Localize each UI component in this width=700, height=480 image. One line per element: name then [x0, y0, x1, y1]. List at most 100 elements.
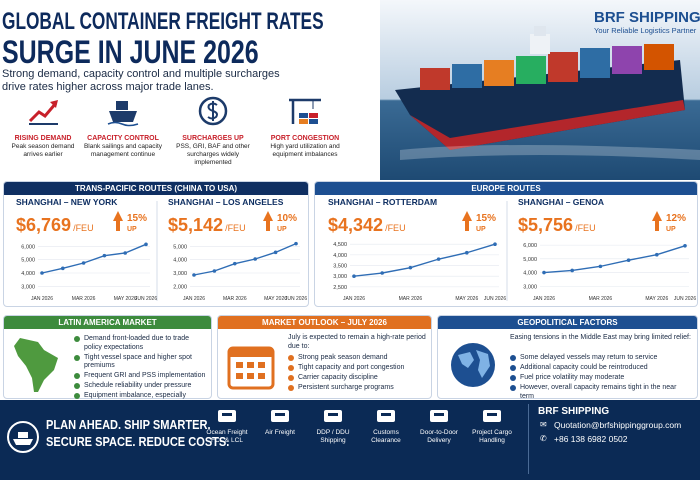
- up-arrow: [113, 211, 123, 231]
- point: [123, 251, 127, 255]
- x-tick-label: MAY 2026: [264, 296, 287, 302]
- service-icon: [377, 410, 395, 422]
- subtitle: Strong demand, capacity control and mult…: [2, 68, 280, 93]
- service-icon: [483, 410, 501, 422]
- chart-title: SHANGHAI – LOS ANGELES: [168, 197, 284, 207]
- point: [598, 264, 603, 269]
- x-tick-label: MAR 2026: [72, 296, 96, 302]
- divider: [528, 404, 529, 474]
- series-line: [193, 243, 297, 276]
- point: [273, 250, 278, 255]
- y-tick-label: 3,000: [173, 271, 187, 277]
- service-label: Air Freight: [265, 429, 295, 436]
- service: Ocean Freight FCL & LCL: [198, 404, 256, 445]
- outlook-intro: July is expected to remain a high-rate p…: [288, 334, 426, 350]
- point: [233, 261, 237, 266]
- x-tick-label: MAR 2026: [399, 296, 423, 302]
- list-item: Fuel price volatility may moderate: [510, 374, 692, 383]
- x-tick-label: JAN 2026: [31, 296, 53, 302]
- rate: $5,756/FEU: [518, 215, 596, 235]
- service: Door-to-Door Delivery: [410, 404, 468, 445]
- list-item: However, overall capacity remains tight …: [510, 384, 692, 401]
- change-label: UP: [666, 226, 676, 233]
- x-tick-label: JAN 2026: [183, 296, 205, 302]
- latin-panel: LATIN AMERICA MARKET Demand front-loaded…: [3, 315, 212, 408]
- service-icon: [430, 410, 448, 422]
- icon-shape: [222, 413, 232, 416]
- y-tick-label: 5,000: [21, 258, 35, 264]
- rate-value: $5,142: [168, 215, 223, 235]
- service-label: Door-to-Door: [420, 429, 458, 436]
- service: Air Freight: [251, 404, 309, 437]
- map-icon: [14, 338, 58, 392]
- route-panel: TRANS-PACIFIC ROUTES (CHINA TO USA): [3, 181, 309, 307]
- icon-shape: [275, 413, 285, 416]
- service: Project Cargo Handling: [463, 404, 521, 445]
- point: [253, 257, 257, 261]
- footer: [0, 400, 700, 480]
- service-label: Shipping: [320, 437, 346, 444]
- service: Customs Clearance: [357, 404, 415, 445]
- feature: PORT CONGESTION High yard utilization an…: [262, 95, 348, 159]
- feature: SURCHARGES UP PSS, GRI, BAF and other su…: [170, 95, 256, 167]
- x-tick-label: JUN 2026: [484, 296, 506, 302]
- service-label: Project Cargo: [472, 429, 512, 436]
- service-icon: [271, 410, 289, 422]
- x-tick-label: MAR 2026: [223, 296, 247, 302]
- service-label: Ocean Freight: [206, 429, 248, 436]
- list-item: Carrier capacity discipline: [288, 374, 426, 383]
- list-item: Frequent GRI and PSS implementation: [74, 372, 206, 381]
- panel-header: EUROPE ROUTES: [315, 182, 697, 195]
- icon: [289, 98, 321, 124]
- rate-unit: /FEU: [575, 223, 596, 233]
- rate-unit: /FEU: [225, 223, 246, 233]
- x-tick-label: JUN 2026: [674, 296, 696, 302]
- y-tick-label: 3,500: [333, 264, 347, 270]
- panel-header: TRANS-PACIFIC ROUTES (CHINA TO USA): [4, 182, 308, 195]
- contact-email: Quotation@brfshippinggroup.com: [554, 420, 682, 430]
- x-tick-label: MAY 2026: [645, 296, 668, 302]
- feature-text: PSS, GRI, BAF and other surcharges widel…: [176, 143, 250, 166]
- route-charts: SHANGHAI – NEW YORK $6,769/FEU 15% UP 3,000 4…: [16, 197, 696, 302]
- change-label: UP: [127, 226, 137, 233]
- list-item: Additional capacity could be reintroduce…: [510, 364, 692, 373]
- service-label: Customs: [373, 429, 399, 436]
- icon-shape: [487, 413, 497, 416]
- icon-shape: [328, 413, 338, 416]
- service: DDP / DDU Shipping: [304, 404, 362, 445]
- icon: [198, 96, 228, 126]
- contact-phone: +86 138 6982 0502: [554, 434, 628, 444]
- chart-title: SHANGHAI – ROTTERDAM: [328, 197, 437, 207]
- rate-value: $6,769: [16, 215, 71, 235]
- slogan: PLAN AHEAD. SHIP SMARTER.: [46, 417, 211, 432]
- list-item: Some delayed vessels may return to servi…: [510, 354, 692, 363]
- globe-icon: [451, 343, 495, 387]
- calendar-icon: [227, 346, 275, 390]
- point: [192, 273, 196, 277]
- list-item: Tight vessel space and higher spot premi…: [74, 354, 206, 371]
- title-line: SURGE IN JUNE 2026: [2, 34, 259, 70]
- point: [212, 269, 217, 273]
- list-item: Persistent surcharge programs: [288, 384, 426, 393]
- contact-phone-icon: ✆: [540, 434, 547, 443]
- list-item: Tight capacity and port congestion: [288, 364, 426, 373]
- service-label: Clearance: [371, 437, 401, 444]
- feature-title: RISING DEMAND: [14, 135, 72, 142]
- ship-scene: [380, 0, 700, 180]
- feature-text: Peak season demand arrives earlier: [11, 143, 75, 158]
- feature-title: CAPACITY CONTROL: [87, 135, 159, 142]
- chart-title: SHANGHAI – NEW YORK: [16, 197, 118, 207]
- y-tick-label: 4,000: [21, 271, 35, 277]
- point: [352, 274, 356, 278]
- series-line: [353, 243, 496, 277]
- geo-panel: GEOPOLITICAL FACTORS Easing tensions in …: [437, 315, 698, 401]
- y-tick-label: 4,500: [333, 242, 347, 248]
- rate-value: $5,756: [518, 215, 573, 235]
- y-tick-label: 6,000: [523, 243, 537, 249]
- service-icon: [218, 410, 236, 422]
- y-tick-label: 6,000: [21, 244, 35, 250]
- service-label: Handling: [479, 437, 505, 444]
- list-item: Schedule reliability under pressure: [74, 382, 206, 391]
- point: [493, 242, 497, 246]
